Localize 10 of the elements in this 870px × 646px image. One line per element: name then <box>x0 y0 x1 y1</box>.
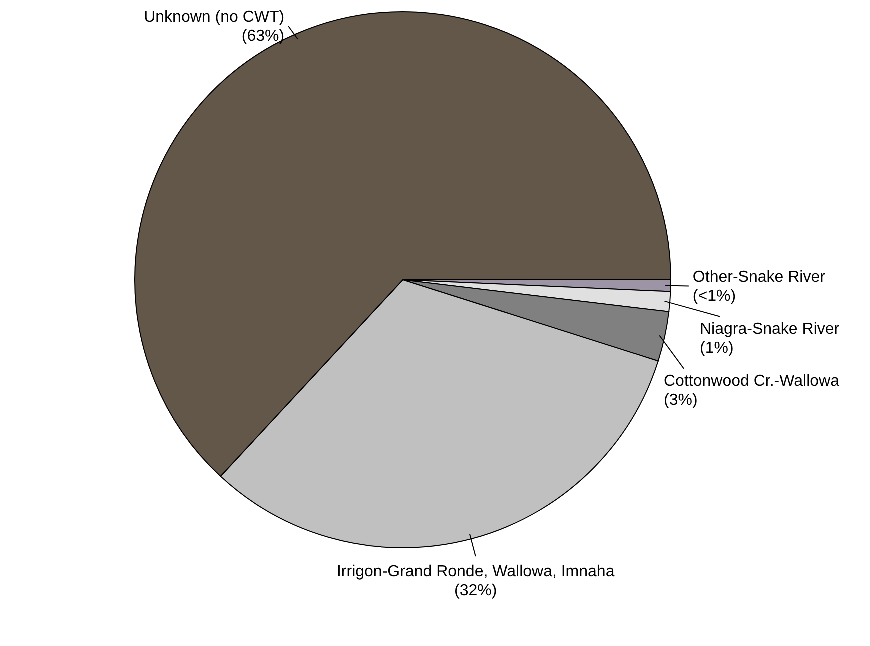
slice-label: Other-Snake River <box>692 268 826 286</box>
data-label: (<1%) <box>692 288 736 305</box>
data-label: (63%) <box>242 28 285 45</box>
slice-label: Irrigon-Grand Ronde, Wallowa, Imnaha <box>336 564 615 581</box>
data-label: (3%) <box>664 392 698 409</box>
slice-label: Niagra-Snake River <box>700 320 840 338</box>
data-label: (1%) <box>700 340 734 357</box>
data-label: (32%) <box>454 582 498 600</box>
slice-label: Cottonwood Cr.-Wallowa <box>664 372 840 390</box>
slice-label: Unknown (no CWT) <box>144 9 285 26</box>
